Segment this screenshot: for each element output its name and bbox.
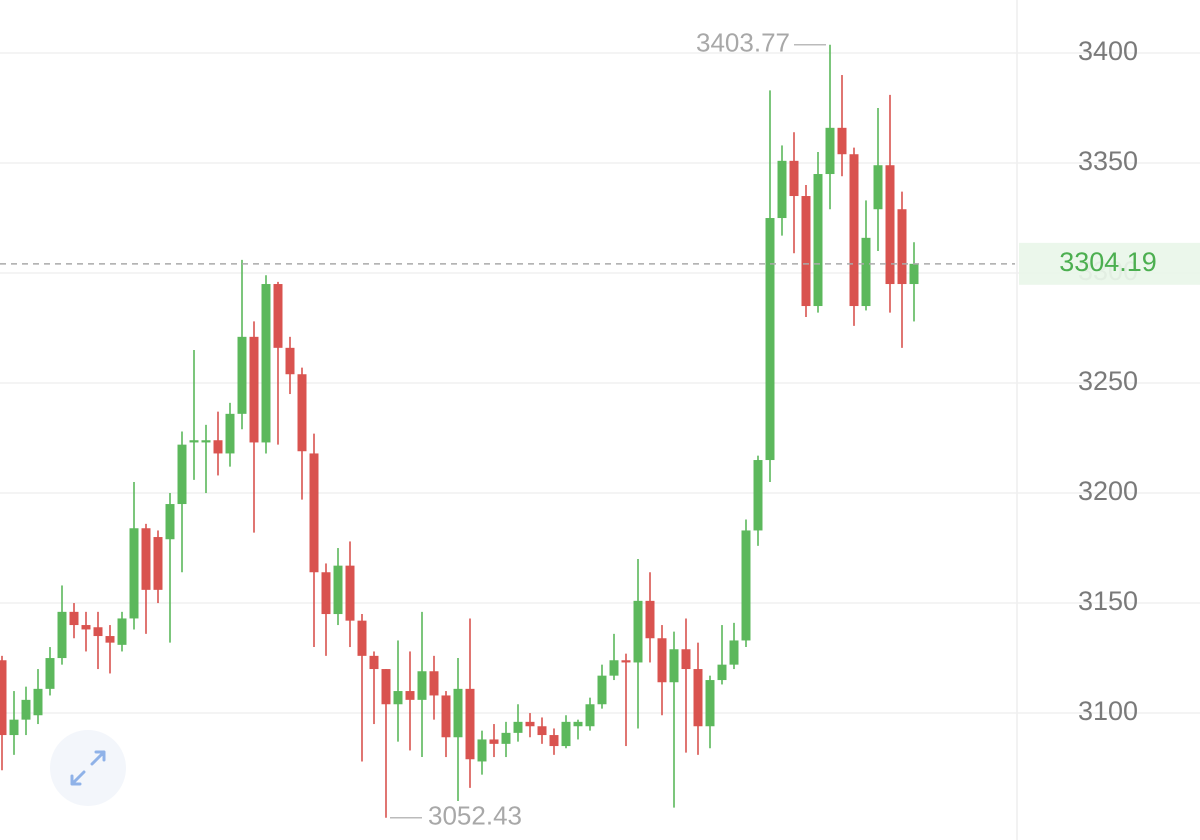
candle-body: [357, 620, 367, 656]
candle-body: [501, 732, 511, 744]
candle-body: [849, 154, 859, 307]
candle-body: [0, 660, 7, 736]
candle-body: [321, 572, 331, 615]
candle-body: [477, 739, 487, 762]
candle-body: [741, 530, 751, 641]
candle-body: [441, 695, 451, 738]
candle-body: [9, 719, 19, 736]
candle-body: [789, 160, 799, 197]
candle-body: [765, 218, 775, 461]
y-tick-label: 3150: [1078, 586, 1138, 616]
candle-body: [585, 704, 595, 727]
candle-body: [369, 655, 379, 670]
candle-body: [753, 460, 763, 531]
overlay: 3403.77 3052.43 3304.19: [0, 28, 1200, 831]
candle-body: [129, 528, 139, 619]
candle-body: [909, 263, 919, 285]
candle-body: [597, 675, 607, 705]
expand-button[interactable]: [50, 730, 126, 806]
candle-body: [189, 440, 199, 443]
current-price-box: [1019, 242, 1200, 285]
candle-body: [609, 660, 619, 676]
candle-body: [705, 680, 715, 727]
candle-body: [729, 640, 739, 665]
current-price-label: 3304.19: [1059, 247, 1157, 277]
candle-body: [381, 669, 391, 705]
candle-body: [861, 237, 871, 307]
candle-body: [225, 413, 235, 454]
y-tick-label: 3400: [1078, 36, 1138, 66]
candle-body: [693, 669, 703, 727]
y-tick-label: 3350: [1078, 146, 1138, 176]
candle-body: [429, 671, 439, 696]
candle-body: [333, 565, 343, 615]
candle-body: [177, 444, 187, 505]
candle-body: [417, 671, 427, 700]
candle-body: [57, 611, 67, 659]
candle-body: [825, 127, 835, 175]
candle-body: [141, 528, 151, 590]
candle-body: [777, 160, 787, 219]
expand-button-bg: [50, 730, 126, 806]
candle-body: [453, 688, 463, 738]
candle-body: [717, 664, 727, 681]
candle-body: [153, 537, 163, 590]
y-tick-label: 3250: [1078, 366, 1138, 396]
candle-body: [273, 284, 283, 348]
candle-body: [813, 174, 823, 307]
candle-body: [873, 165, 883, 210]
candle-body: [573, 721, 583, 727]
candle-body: [45, 658, 55, 689]
candle-body: [105, 636, 115, 643]
max-label: 3403.77: [696, 28, 790, 58]
candle-body: [33, 688, 43, 716]
candle-body: [801, 196, 811, 307]
expand-icon: [70, 750, 106, 786]
candle-body: [297, 374, 307, 452]
candle-body: [285, 347, 295, 375]
candle-body: [645, 600, 655, 639]
candle-body: [525, 721, 535, 727]
candle-body: [465, 688, 475, 760]
candle-body: [93, 627, 103, 637]
candle-body: [165, 504, 175, 540]
candle-body: [489, 739, 499, 744]
candle-body: [537, 726, 547, 736]
candle-body: [897, 209, 907, 285]
candle-body: [513, 721, 523, 733]
candle-body: [69, 611, 79, 626]
candle-body: [345, 565, 355, 621]
y-tick-label: 3100: [1078, 696, 1138, 726]
candle-body: [249, 336, 259, 443]
candle-body: [405, 691, 415, 700]
candle-body: [237, 336, 247, 414]
candle-body: [309, 453, 319, 573]
candle-body: [21, 699, 31, 720]
candle-body: [561, 721, 571, 747]
candle-body: [549, 735, 559, 747]
candle-body: [81, 625, 91, 630]
grid: 3100315032003250330033503400: [0, 36, 1200, 726]
candle-body: [393, 691, 403, 705]
candle-body: [261, 284, 271, 443]
candles: [0, 44, 919, 818]
candle-body: [201, 440, 211, 443]
candle-body: [885, 165, 895, 285]
candle-body: [657, 638, 667, 683]
y-tick-label: 3200: [1078, 476, 1138, 506]
candle-body: [633, 600, 643, 663]
candle-body: [681, 649, 691, 670]
candle-body: [213, 440, 223, 454]
candle-body: [117, 618, 127, 645]
candle-body: [621, 660, 631, 663]
candle-body: [669, 649, 679, 683]
min-label: 3052.43: [428, 801, 522, 831]
candle-body: [837, 127, 847, 155]
